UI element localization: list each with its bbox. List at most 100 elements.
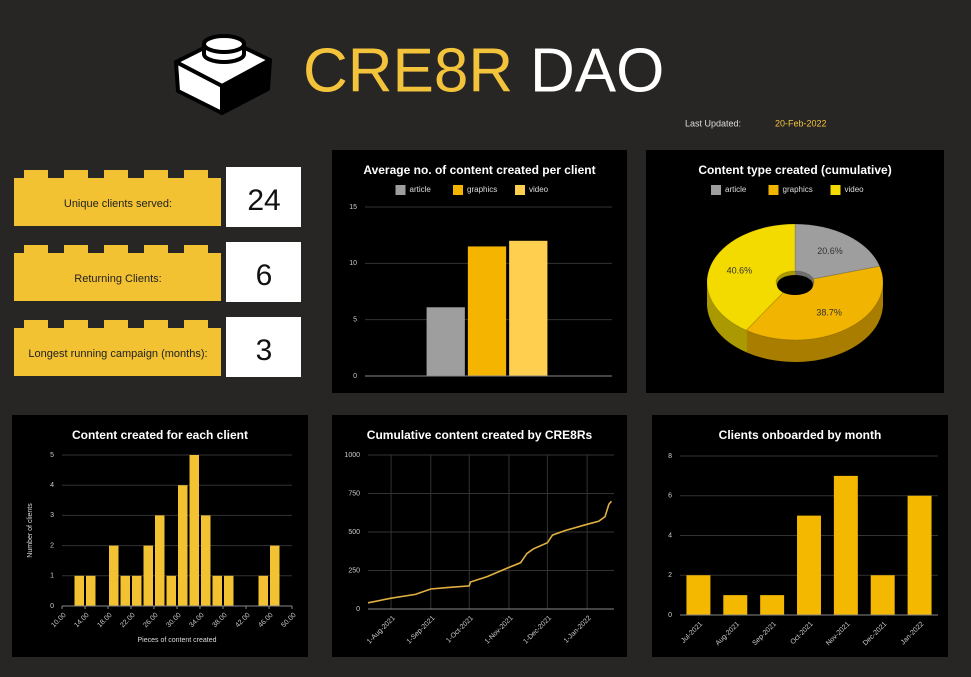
y-tick-label: 3 [50, 512, 54, 519]
legend-swatch [830, 185, 841, 195]
brand: CRE8R [303, 36, 513, 105]
slice [706, 223, 796, 331]
slice-label: 40.6% [727, 265, 753, 275]
kpi-label: Unique clients served: [64, 198, 172, 210]
chart-title: Average no. of content created per clien… [363, 163, 595, 177]
brand-suffix: DAO [530, 36, 664, 105]
bar [833, 475, 858, 615]
y-axis-label: Number of clients [27, 503, 34, 558]
bar [120, 575, 130, 606]
kpi-block [14, 328, 221, 376]
kpi-block [14, 253, 221, 301]
donut-hole [777, 275, 813, 295]
bar [686, 575, 711, 615]
legend-swatch [711, 185, 721, 195]
y-tick-label: 500 [348, 529, 360, 536]
legend-swatch [515, 185, 525, 195]
bar [797, 515, 821, 615]
chart-title: Clients onboarded by month [719, 428, 882, 442]
bar [86, 575, 96, 606]
block-stud [184, 170, 208, 180]
chart-title: Cumulative content created by CRE8Rs [367, 428, 593, 442]
y-tick-label: 4 [668, 532, 672, 539]
block-stud [184, 245, 208, 255]
slice-label: 38.7% [816, 307, 842, 317]
y-tick-label: 0 [356, 606, 360, 613]
bar [166, 575, 176, 606]
y-tick-label: 6 [668, 493, 672, 500]
chart-title: Content type created (cumulative) [698, 163, 891, 177]
updated-label: Last Updated: [685, 118, 741, 128]
kpi-block [14, 178, 221, 226]
block-stud [144, 320, 168, 330]
block-stud [24, 245, 48, 255]
bar [426, 307, 465, 376]
bar [109, 545, 119, 606]
block-stud [104, 245, 128, 255]
bar [467, 246, 507, 376]
kpi-box [226, 242, 301, 302]
kpi-value: 24 [247, 184, 280, 217]
y-tick-label: 1000 [344, 452, 360, 459]
bar [270, 545, 280, 606]
y-tick-label: 5 [353, 317, 357, 324]
block-stud [24, 320, 48, 330]
bar [155, 515, 165, 606]
logo [174, 34, 272, 115]
bar [212, 575, 222, 606]
y-tick-label: 4 [50, 482, 54, 489]
legend-label: video [845, 185, 865, 194]
y-tick-label: 750 [348, 490, 360, 497]
y-tick-label: 0 [668, 612, 672, 619]
y-tick-label: 2 [50, 542, 54, 549]
y-tick-label: 250 [348, 567, 360, 574]
chart-title: Content created for each client [72, 428, 248, 442]
kpi-label: Returning Clients: [74, 273, 161, 285]
kpi-box [226, 317, 301, 377]
y-tick-label: 2 [668, 572, 672, 579]
bar [201, 515, 211, 606]
legend-label: graphics [467, 185, 497, 194]
bar [258, 575, 268, 606]
bar [189, 455, 199, 606]
bar [870, 575, 895, 615]
block-stud [104, 320, 128, 330]
y-tick-label: 5 [50, 452, 54, 459]
block-stud [24, 170, 48, 180]
y-tick-label: 10 [349, 260, 357, 267]
y-tick-label: 0 [353, 373, 357, 380]
bar [74, 575, 84, 606]
block-stud [144, 245, 168, 255]
block-stud [184, 320, 208, 330]
bar [760, 595, 785, 615]
updated-date: 20-Feb-2022 [775, 118, 827, 128]
legend-swatch [395, 185, 406, 195]
block-stud [64, 245, 88, 255]
legend-label: video [529, 185, 549, 194]
y-tick-label: 0 [50, 603, 54, 610]
bar [132, 575, 142, 606]
bar [143, 545, 153, 606]
block-stud [104, 170, 128, 180]
y-tick-label: 8 [668, 453, 672, 460]
x-axis-label: Pieces of content created [138, 637, 217, 644]
legend-swatch [453, 185, 463, 195]
y-tick-label: 1 [50, 573, 54, 580]
kpi-value: 3 [256, 334, 273, 367]
bar [509, 240, 548, 376]
slice [794, 223, 881, 280]
kpi-value: 6 [256, 259, 273, 292]
bar [907, 495, 932, 615]
legend-swatch [768, 185, 779, 195]
legend-label: graphics [783, 185, 813, 194]
kpi-box [226, 167, 301, 227]
kpi-label: Longest running campaign (months): [28, 348, 207, 360]
legend-label: article [725, 185, 747, 194]
legend-label: article [410, 185, 432, 194]
block-stud [144, 170, 168, 180]
bar [224, 575, 234, 606]
slice-label: 20.6% [817, 246, 843, 256]
line [367, 500, 613, 604]
